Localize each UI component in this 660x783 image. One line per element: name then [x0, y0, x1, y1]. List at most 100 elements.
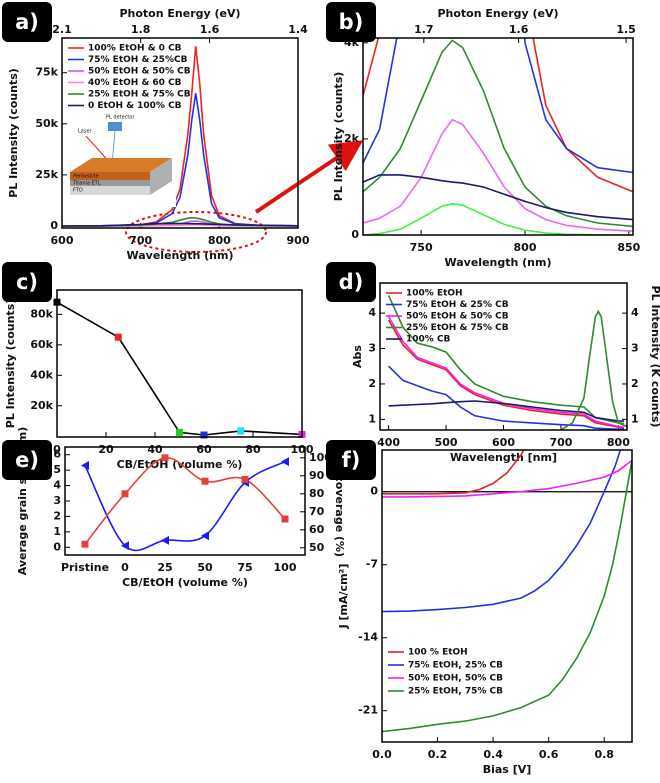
panel-label: d) — [339, 270, 364, 294]
y-axis-label: PL Intensity (counts) — [332, 72, 345, 202]
x-tick-label: 50 — [197, 561, 213, 574]
plot-frame — [61, 37, 299, 229]
series-line — [363, 38, 633, 193]
x-tick-label: 800 — [208, 234, 231, 247]
series-line — [363, 174, 633, 221]
y2-tick-label: 90 — [309, 469, 325, 482]
legend-label: 25% EtOH & 75% CB — [88, 90, 191, 100]
panel-label: f) — [342, 448, 361, 472]
legend-label: 100 % EtOH — [408, 648, 468, 658]
x2-axis-label: Photon Energy (eV) — [119, 7, 240, 20]
x-axis-label: Bias [V] — [483, 763, 532, 776]
x2-tick-label: 1.6 — [200, 23, 220, 36]
tag-box — [2, 440, 52, 480]
y2-tick-label: 50 — [309, 541, 325, 554]
x-tick-label: 700 — [129, 234, 152, 247]
y-tick-label: 2 — [368, 377, 376, 390]
series-line — [382, 450, 525, 495]
tag-box — [2, 262, 52, 302]
x-axis-label: Wavelength (nm) — [445, 256, 552, 269]
legend-label: 25% EtOH & 75% CB — [406, 323, 509, 333]
layer-fto — [70, 186, 150, 195]
y-tick-label: -14 — [358, 631, 378, 644]
plot-frame — [379, 282, 628, 431]
legend-label: 50% EtOH & 50% CB — [406, 312, 509, 322]
x-tick-label: 750 — [410, 241, 433, 254]
plot-frame — [362, 37, 634, 236]
detector — [108, 122, 122, 131]
legend-label: 50% EtOH, 50% CB — [408, 674, 503, 684]
inset-label: FTO — [73, 188, 83, 194]
y2-tick-label: 4 — [631, 306, 639, 319]
marker — [281, 515, 289, 523]
tag-box — [326, 262, 376, 302]
y-tick-label: 2k — [344, 132, 360, 145]
y-tick-label: 3 — [368, 342, 376, 355]
panel-tag: e) — [2, 440, 52, 480]
inset-label: Titania ETL — [72, 181, 101, 187]
x-tick-label: 25 — [157, 561, 172, 574]
series-line — [382, 450, 622, 613]
x-tick-label: 0.6 — [539, 748, 559, 761]
y-tick-label: 50k — [35, 117, 58, 130]
y-tick-label: 4 — [53, 479, 61, 492]
y-tick-label: 4 — [368, 306, 376, 319]
marker — [281, 457, 289, 467]
y-tick-label: 80k — [30, 307, 53, 320]
y-tick-label: 0 — [370, 485, 378, 498]
x-tick-label: 800 — [514, 241, 537, 254]
y2-tick-label: 2 — [631, 377, 639, 390]
y-tick-label: -7 — [366, 558, 378, 571]
panel-tag: d) — [326, 262, 376, 302]
series-line — [363, 38, 633, 174]
x-tick-label: 0.0 — [372, 748, 392, 761]
y2-tick-label: 60 — [309, 523, 325, 536]
panel: 0.0 0.2 0.4 0.6 0.8 0 -7 -14 -21 Bias [V] J [mA/cm… — [326, 440, 633, 776]
layer-side — [150, 158, 172, 195]
marker — [241, 475, 249, 483]
inset-label: Perovskite — [73, 174, 99, 180]
series-line — [387, 316, 625, 428]
legend-label: 0 EtOH & 100% CB — [88, 101, 182, 111]
x-tick-label: 0 — [121, 561, 129, 574]
legend-label: 25% EtOH, 75% CB — [408, 687, 503, 697]
x2-tick-label: 1.5 — [616, 23, 636, 36]
legend-label: 75% EtOH & 25% CB — [406, 300, 509, 310]
y-tick-label: 0 — [351, 228, 359, 241]
x-tick-label: 100 — [274, 561, 297, 574]
marker — [237, 427, 245, 435]
legend-label: 100% CB — [406, 335, 451, 345]
plot-area — [84, 456, 286, 552]
x2-tick-label: 1.6 — [509, 23, 529, 36]
y-tick-label: -21 — [358, 704, 378, 717]
marker — [201, 531, 209, 541]
y-tick-label: 3 — [53, 494, 61, 507]
series-line — [363, 202, 633, 235]
panel-label: a) — [15, 10, 39, 34]
device-inset: Laser PL detector Perovskite Titania ETL… — [68, 112, 176, 207]
y2-tick-label: 3 — [631, 342, 639, 355]
legend-label: 40% EtOH & 60 CB — [88, 78, 182, 88]
y-tick-label: 40k — [30, 368, 53, 381]
legend-label: 75% EtOH, 25% CB — [408, 661, 503, 671]
y-tick-label: 6 — [53, 448, 61, 461]
x-tick-label: 80 — [245, 443, 261, 456]
layer-titania — [70, 180, 150, 186]
marker — [81, 461, 89, 471]
y-tick-label: 1 — [53, 525, 61, 538]
marker — [200, 431, 208, 439]
y2-tick-label: 70 — [309, 505, 325, 518]
y-tick-label: 1 — [368, 412, 376, 425]
series-line — [387, 295, 625, 425]
x-tick-label: 600 — [492, 436, 515, 449]
series-line — [363, 39, 633, 228]
x2-tick-label: 2.1 — [52, 23, 72, 36]
series-line — [388, 365, 625, 430]
tag-box — [326, 2, 376, 42]
x-axis-label: CB/EtOH (volume %) — [117, 458, 243, 471]
x-tick-label: 850 — [617, 241, 640, 254]
plot-area — [57, 301, 302, 436]
layer-perovskite — [70, 172, 150, 180]
y2-tick-label: 1 — [631, 412, 639, 425]
